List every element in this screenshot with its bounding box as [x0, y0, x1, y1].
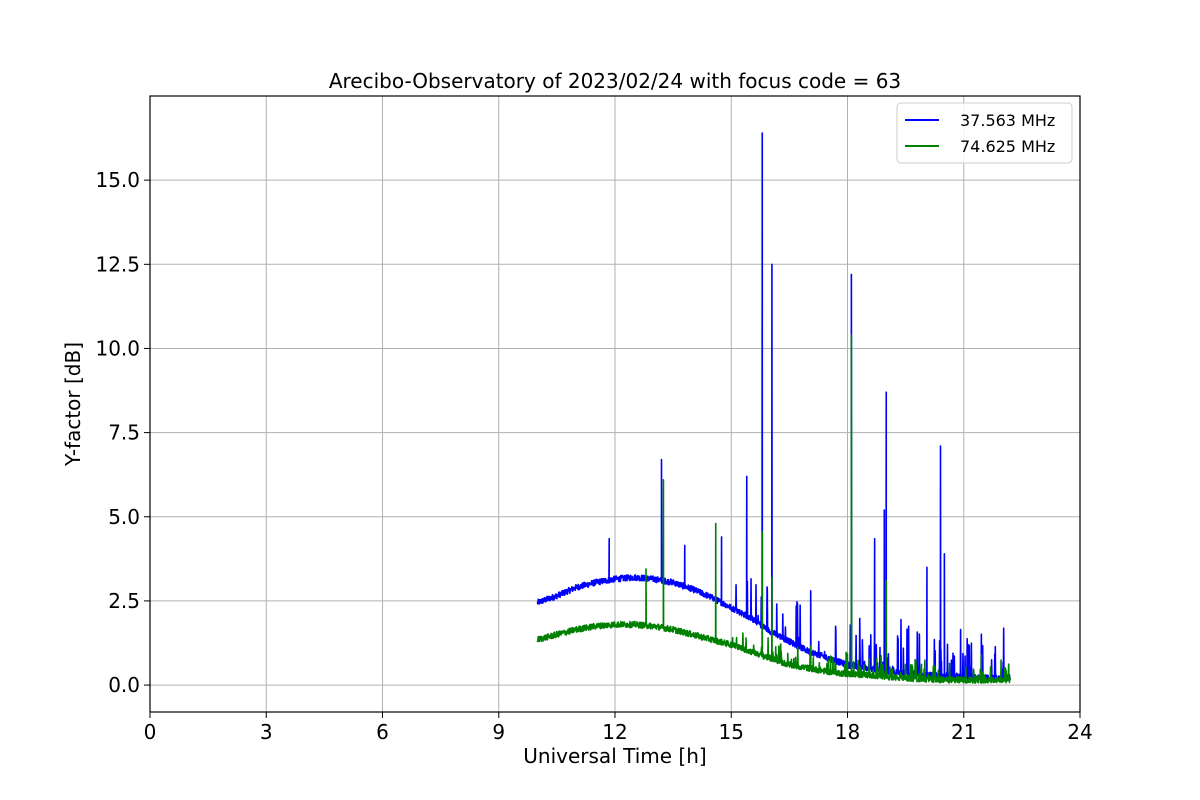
- y-tick-label: 2.5: [108, 589, 140, 613]
- chart-title: Arecibo-Observatory of 2023/02/24 with f…: [329, 69, 901, 93]
- y-axis-label: Y-factor [dB]: [61, 342, 85, 467]
- legend: 37.563 MHz 74.625 MHz: [896, 102, 1073, 164]
- y-tick-label: 10.0: [95, 336, 140, 360]
- legend-label: 74.625 MHz: [960, 137, 1055, 156]
- series-line-1: [536, 132, 1012, 682]
- series-group: [536, 132, 1012, 684]
- x-tick-label: 21: [951, 720, 976, 744]
- y-tick-label: 0.0: [108, 673, 140, 697]
- y-tick-label: 12.5: [95, 252, 140, 276]
- ticks: 0 3 6 9 12 15 18 21 24 0.0 2.5 5.0 7.5 10.0 12.5 15.0: [95, 168, 1092, 744]
- x-axis-label: Universal Time [h]: [523, 744, 706, 768]
- x-tick-label: 12: [602, 720, 627, 744]
- x-tick-label: 0: [144, 720, 157, 744]
- x-tick-label: 9: [492, 720, 505, 744]
- x-tick-label: 6: [376, 720, 389, 744]
- series-line-2: [536, 334, 1012, 684]
- y-tick-label: 7.5: [108, 421, 140, 445]
- x-tick-label: 18: [835, 720, 860, 744]
- y-tick-label: 5.0: [108, 505, 140, 529]
- legend-box: [896, 102, 1073, 164]
- y-tick-label: 15.0: [95, 168, 140, 192]
- legend-label: 37.563 MHz: [960, 111, 1055, 130]
- x-tick-label: 24: [1067, 720, 1092, 744]
- grid: [149, 96, 1081, 712]
- x-tick-label: 3: [260, 720, 273, 744]
- x-tick-label: 15: [719, 720, 744, 744]
